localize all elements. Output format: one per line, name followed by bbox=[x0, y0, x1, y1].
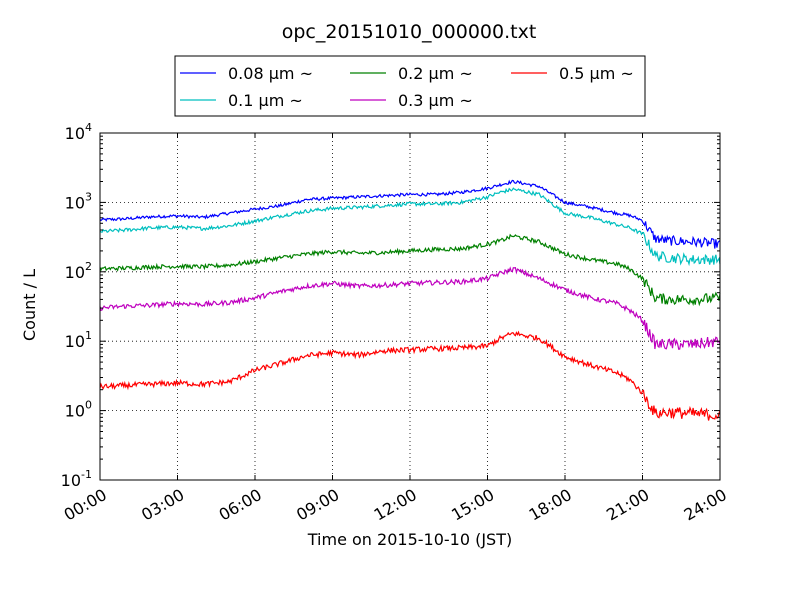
series-line bbox=[99, 233, 721, 307]
legend-label: 0.2 μm ~ bbox=[398, 64, 473, 83]
x-tick-label: 24:00 bbox=[681, 485, 730, 525]
series-line bbox=[99, 179, 721, 249]
x-tick-label: 09:00 bbox=[293, 485, 342, 525]
plot-grid bbox=[100, 133, 720, 480]
y-tick-label: 100 bbox=[65, 399, 92, 421]
x-tick-label: 15:00 bbox=[448, 485, 497, 525]
x-tick-label: 12:00 bbox=[371, 485, 420, 525]
y-tick-label: 101 bbox=[65, 329, 92, 351]
plot-lines bbox=[99, 179, 721, 421]
chart-title: opc_20151010_000000.txt bbox=[282, 21, 537, 43]
y-tick-label: 103 bbox=[65, 190, 92, 212]
legend-box bbox=[174, 55, 646, 117]
x-tick-label: 00:00 bbox=[61, 485, 110, 525]
y-tick-label: 102 bbox=[65, 260, 92, 282]
legend-label: 0.1 μm ~ bbox=[228, 91, 303, 110]
x-tick-label: 06:00 bbox=[216, 485, 265, 525]
y-tick-label: 10-1 bbox=[61, 468, 92, 490]
legend-label: 0.5 μm ~ bbox=[559, 64, 634, 83]
y-axis-label: Count / L bbox=[20, 269, 39, 341]
axis-ticks: 00:00 03:00 06:00 09:00 12:00 15:00 18:00 21:00… bbox=[61, 121, 730, 525]
x-tick-label: 03:00 bbox=[138, 485, 187, 525]
legend-label: 0.3 μm ~ bbox=[398, 91, 473, 110]
series-line bbox=[99, 330, 721, 421]
x-tick-label: 18:00 bbox=[526, 485, 575, 525]
x-axis-label: Time on 2015-10-10 (JST) bbox=[307, 530, 512, 549]
legend: 0.08 μm ~ 0.1 μm ~ 0.2 μm ~ 0.3 μm ~ 0.5 μm … bbox=[174, 55, 646, 117]
y-tick-label: 104 bbox=[65, 121, 92, 143]
series-line bbox=[99, 266, 721, 350]
legend-label: 0.08 μm ~ bbox=[228, 64, 313, 83]
series-line bbox=[99, 187, 721, 267]
x-tick-label: 21:00 bbox=[603, 485, 652, 525]
